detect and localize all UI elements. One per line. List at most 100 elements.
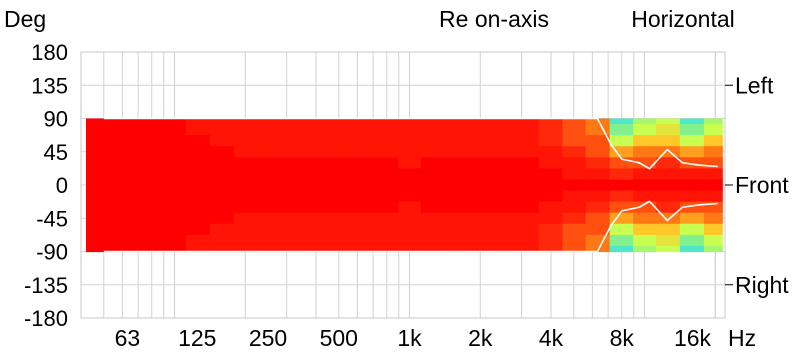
heatmap-cell [279, 168, 305, 181]
heatmap-cell [374, 246, 399, 253]
heatmap-cell [327, 223, 352, 236]
heatmap-cell [585, 212, 611, 225]
heatmap-cell [609, 135, 634, 147]
heatmap-cell [398, 157, 422, 169]
heatmap-cell [609, 146, 634, 158]
heatmap-cell [703, 118, 723, 125]
heatmap-cell [374, 124, 399, 136]
heatmap-cell [585, 135, 611, 147]
heatmap-cell [374, 212, 399, 225]
heatmap-cell [514, 179, 540, 192]
heatmap-cell [514, 212, 540, 225]
heatmap-cell [538, 190, 563, 203]
heatmap-cell [350, 190, 376, 203]
heatmap-cell [444, 124, 470, 136]
heatmap-cell [233, 212, 258, 225]
heatmap-cell [303, 168, 328, 181]
heatmap-cell [679, 223, 705, 236]
heatmap-cell [514, 246, 540, 253]
heatmap-cell [538, 135, 563, 147]
heatmap-cell [444, 212, 470, 225]
heatmap-cell [468, 146, 493, 158]
heatmap-cell [86, 212, 104, 225]
heatmap-cell [209, 190, 235, 203]
heatmap-cell [633, 179, 657, 192]
heatmap-cell [703, 246, 723, 253]
heatmap-cell [468, 168, 493, 181]
heatmap-cell [444, 168, 470, 181]
heatmap-cell [562, 190, 587, 203]
heatmap-cell [303, 234, 328, 247]
heatmap-cell [538, 179, 563, 192]
heatmap-cell [562, 246, 587, 253]
heatmap-cell [209, 212, 235, 225]
heatmap-cell [256, 234, 281, 247]
heatmap-cell [562, 118, 587, 125]
heatmap-cell [86, 223, 104, 236]
heatmap-cell [209, 223, 235, 236]
x-tick-label: 16k [674, 325, 712, 351]
heatmap-cell [209, 157, 235, 169]
heatmap-cell [703, 190, 723, 203]
heatmap-cell [120, 118, 141, 125]
heatmap-cell [327, 190, 352, 203]
heatmap-cell [655, 212, 681, 225]
heatmap-cell [103, 246, 122, 253]
heatmap-cell [420, 179, 446, 192]
heatmap-cell [420, 118, 446, 125]
heatmap-cell [609, 223, 634, 236]
heatmap-cell [514, 201, 540, 214]
heatmap-cell [633, 212, 657, 225]
heatmap-cell [633, 246, 657, 253]
heatmap-cell [103, 168, 122, 181]
heatmap-cell [256, 246, 281, 253]
heatmap-cell [444, 246, 470, 253]
heatmap-cell [703, 124, 723, 136]
heatmap-cell [609, 190, 634, 203]
heatmap-cell [279, 212, 305, 225]
heatmap-cell [444, 157, 470, 169]
heatmap-cell [120, 201, 141, 214]
heatmap-cell [185, 223, 211, 236]
heatmap-cell [327, 201, 352, 214]
heatmap-cell [120, 234, 141, 247]
heatmap-cell [398, 146, 422, 158]
heatmap-cell [163, 234, 187, 247]
y-axis-label: Deg [4, 6, 46, 32]
heatmap-cell [303, 124, 328, 136]
y-tick-label: 0 [56, 173, 68, 198]
heatmap-cell [163, 201, 187, 214]
heatmap-cell [655, 223, 681, 236]
heatmap-cell [279, 201, 305, 214]
heatmap-cell [279, 246, 305, 253]
heatmap-cell [444, 201, 470, 214]
direction-labels: Left Front Right [725, 72, 789, 298]
heatmap-cell [163, 118, 187, 125]
x-tick-label: 500 [320, 325, 358, 351]
heatmap-cell [609, 234, 634, 247]
heatmap-cell [491, 234, 516, 247]
heatmap-cell [703, 157, 723, 169]
heatmap-cell [538, 212, 563, 225]
heatmap-cell [185, 190, 211, 203]
heatmap-cell [468, 190, 493, 203]
heatmap-cell [163, 135, 187, 147]
heatmap-cell [103, 146, 122, 158]
heatmap-cell [209, 146, 235, 158]
heatmap-cell [609, 212, 634, 225]
chart-subtitle: Horizontal [631, 6, 735, 32]
heatmap-cell [514, 190, 540, 203]
heatmap-cell [633, 146, 657, 158]
heatmap-cell [468, 118, 493, 125]
heatmap-cell [679, 246, 705, 253]
heatmap-cell [538, 234, 563, 247]
heatmap-cell [350, 212, 376, 225]
heatmap-cell [120, 168, 141, 181]
heatmap-cell [374, 179, 399, 192]
heatmap-cell [256, 179, 281, 192]
heatmap-cell [185, 157, 211, 169]
heatmap-cell [679, 157, 705, 169]
heatmap-cell [86, 168, 104, 181]
heatmap-cell [233, 223, 258, 236]
heatmap-cell [679, 168, 705, 181]
